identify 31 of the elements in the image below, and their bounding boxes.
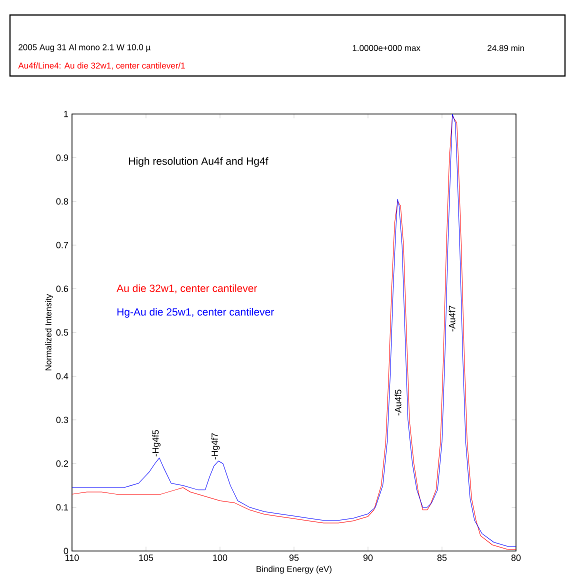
x-tick-label: 80 bbox=[511, 554, 521, 561]
y-tick-label: 0.7 bbox=[56, 242, 68, 248]
x-tick-label: 110 bbox=[66, 554, 79, 561]
y-tick-label: 0.2 bbox=[56, 460, 68, 467]
y-tick-label: 0.4 bbox=[56, 373, 68, 380]
y-tick-label: 1 bbox=[64, 110, 68, 118]
text: 1.0000e+000 max bbox=[352, 44, 420, 51]
y-axis-title: Normalized Intensity bbox=[45, 294, 54, 370]
annotation: -Hg4f7 bbox=[211, 433, 220, 460]
y-tick-label: 0.9 bbox=[56, 154, 68, 161]
y-tick-label: 0.6 bbox=[56, 286, 68, 292]
y-tick-label: 0 bbox=[64, 548, 68, 554]
x-tick-label: 95 bbox=[289, 554, 299, 561]
text: Au4f/Line4: Au die 32w1, center cantilever/1 bbox=[18, 62, 185, 70]
text: 24.89 min bbox=[488, 44, 524, 52]
x-tick-label: 90 bbox=[363, 554, 373, 561]
text: 2005 Aug 31 Al mono 2.1 W 10.0 µ bbox=[18, 44, 150, 52]
annotation: -Au4f7 bbox=[448, 306, 456, 332]
y-tick-label: 0.8 bbox=[56, 198, 68, 205]
annotation: High resolution Au4f and Hg4f bbox=[129, 157, 268, 167]
x-axis-title: Binding Energy (eV) bbox=[256, 566, 332, 574]
x-tick-label: 100 bbox=[213, 554, 228, 561]
text: Hg-Au die 25w1, center cantilever bbox=[117, 308, 274, 318]
x-tick-label: 105 bbox=[139, 554, 154, 561]
y-tick-label: 0.5 bbox=[56, 329, 68, 336]
annotation: -Au4f5 bbox=[394, 390, 402, 416]
annotation: -Hg4f5 bbox=[152, 430, 161, 456]
x-tick-label: 85 bbox=[437, 554, 447, 561]
text: Au die 32w1, center cantilever bbox=[116, 284, 258, 294]
y-tick-label: 0.3 bbox=[56, 416, 68, 424]
y-tick-label: 0.1 bbox=[56, 504, 68, 510]
